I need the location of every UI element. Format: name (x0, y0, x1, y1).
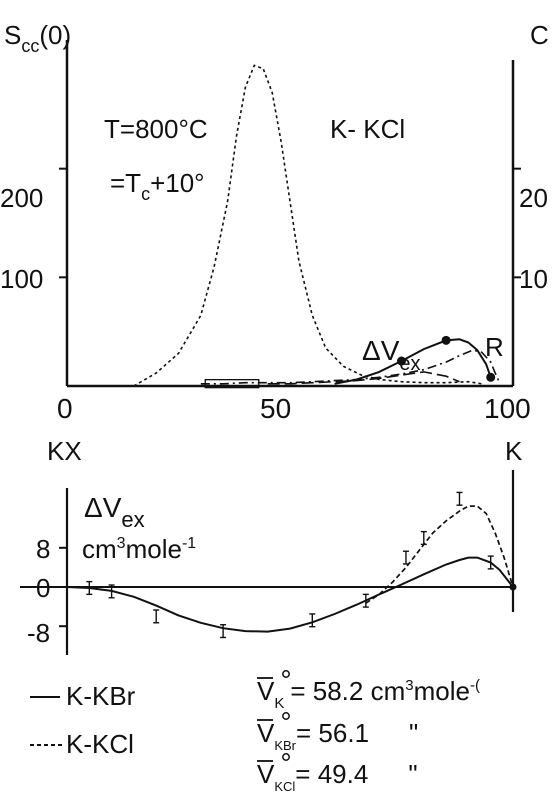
bottom-ylabel-line2: cm3mole-1 (82, 534, 196, 564)
top-xtick-100: 100 (484, 393, 531, 424)
temperature-tc-b: +10° (150, 168, 205, 198)
volume-kbr-sub: KBr (274, 738, 296, 753)
legend-kcl-label: K-KCl (66, 729, 134, 759)
chart-marks (20, 40, 521, 762)
bottom-ytick-minus8: -8 (27, 618, 50, 648)
volume-kbr-symbol: V (257, 718, 275, 748)
temperature-tc-sub: c (141, 184, 150, 204)
volume-degree-1 (282, 712, 290, 720)
volume-kbr-value: = 56.1 (296, 718, 369, 748)
volume-k-value: = 58.2 cm (290, 676, 405, 706)
bottom-ylabel-sup: 3 (117, 535, 126, 552)
bottom-ylabel-line1: ΔVex (84, 492, 145, 532)
top-series-point-2 (486, 372, 496, 382)
top-baseline-box (204, 379, 260, 389)
volume-k-sup: 3 (405, 677, 413, 694)
top-chart-title: K- KCl (330, 114, 405, 144)
volume-k-sub: K (274, 695, 284, 712)
volume-k-unit: mole (414, 676, 470, 706)
top-series-line-2 (200, 349, 501, 385)
top-ytick-200: 200 (0, 183, 43, 213)
top-xend-right: K (505, 436, 523, 466)
volume-kbr: VKBr= 56.1 " (257, 718, 418, 753)
top-ytick-right-10: 10 (519, 264, 548, 294)
r-annotation: R (485, 332, 504, 362)
bottom-endpoint-marker (509, 583, 517, 591)
temperature-label: T=800°C (104, 114, 208, 144)
volume-degree-2 (282, 753, 290, 761)
top-ylabel-left: Scc(0) (4, 20, 71, 56)
bottom-ylabel-sup2: -1 (182, 535, 196, 552)
bottom-ytick-8: 8 (36, 534, 50, 564)
top-ytick-right-20: 20 (519, 183, 548, 213)
bottom-ylabel-main: ΔV (84, 492, 122, 523)
legend-kbr-label: K-KBr (66, 681, 136, 711)
bottom-ylabel-cm: cm (82, 534, 117, 564)
top-xtick-0: 0 (57, 393, 73, 424)
top-ytick-100: 100 (0, 264, 43, 294)
bottom-series-line-K-KCl (365, 505, 514, 604)
volume-k-sup2: -( (470, 677, 480, 694)
top-series-point-0 (397, 356, 406, 366)
temperature-tc-label: =Tc+10° (110, 168, 205, 204)
top-xtick-50: 50 (260, 393, 291, 424)
top-ylabel-s: S (4, 20, 21, 50)
top-series-point-1 (441, 335, 451, 345)
temperature-tc-a: =T (110, 168, 141, 198)
volume-degree-0 (282, 670, 290, 678)
dv-annotation-main: ΔV (362, 335, 400, 366)
volume-kcl-symbol: V (257, 759, 275, 789)
top-ylabel-sub: cc (21, 36, 39, 56)
bottom-ylabel-sub: ex (121, 507, 144, 532)
bottom-ylabel-mole: mole (126, 534, 182, 564)
bottom-series-line-K-KBr (66, 556, 514, 633)
volume-kcl: VKCl= 49.4 " (257, 759, 418, 794)
top-series-line-0 (133, 64, 482, 387)
volume-kbr-note: " (409, 718, 418, 748)
volume-kcl-value: = 49.4 (295, 759, 368, 789)
top-xend-left: KX (47, 436, 82, 466)
top-ylabel-right: C (530, 20, 549, 50)
volume-kcl-sub: KCl (274, 779, 295, 794)
volume-k-symbol: V (257, 676, 275, 706)
volume-k: VK = 58.2 cm3mole-( (257, 676, 480, 712)
volume-kcl-note: " (408, 759, 417, 789)
